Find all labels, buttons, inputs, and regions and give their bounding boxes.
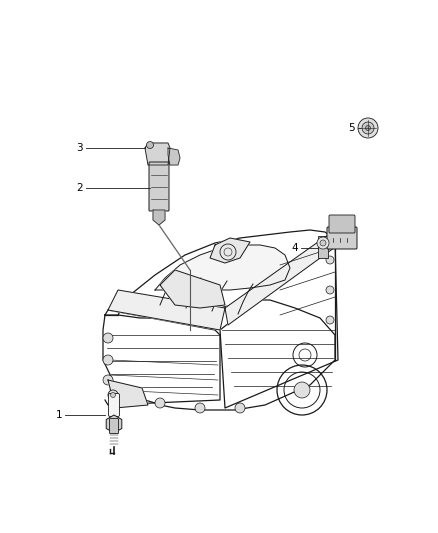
Polygon shape <box>160 270 225 308</box>
FancyBboxPatch shape <box>318 236 328 258</box>
Text: 5: 5 <box>348 123 355 133</box>
FancyBboxPatch shape <box>329 215 355 233</box>
Circle shape <box>294 382 310 398</box>
FancyBboxPatch shape <box>110 418 119 433</box>
Polygon shape <box>106 415 122 433</box>
Circle shape <box>155 398 165 408</box>
Circle shape <box>108 390 118 400</box>
Text: 3: 3 <box>76 143 83 153</box>
Polygon shape <box>108 290 225 330</box>
Polygon shape <box>153 210 165 225</box>
Text: 1: 1 <box>55 410 62 420</box>
Circle shape <box>320 240 326 246</box>
Circle shape <box>235 403 245 413</box>
Circle shape <box>326 286 334 294</box>
Circle shape <box>326 316 334 324</box>
FancyBboxPatch shape <box>149 162 169 211</box>
Circle shape <box>365 125 371 131</box>
Polygon shape <box>145 143 170 165</box>
Circle shape <box>195 403 205 413</box>
Circle shape <box>358 118 378 138</box>
Circle shape <box>103 355 113 365</box>
Text: 2: 2 <box>76 183 83 193</box>
Circle shape <box>103 333 113 343</box>
Polygon shape <box>155 245 290 290</box>
Text: 4: 4 <box>291 243 298 253</box>
Circle shape <box>317 237 329 249</box>
Circle shape <box>362 122 374 134</box>
Polygon shape <box>108 380 148 408</box>
Polygon shape <box>210 238 250 263</box>
Polygon shape <box>225 230 338 325</box>
Circle shape <box>103 375 113 385</box>
Circle shape <box>110 392 116 398</box>
FancyBboxPatch shape <box>327 227 357 249</box>
Circle shape <box>326 256 334 264</box>
Circle shape <box>146 141 153 149</box>
FancyBboxPatch shape <box>109 393 120 416</box>
Polygon shape <box>168 148 180 165</box>
